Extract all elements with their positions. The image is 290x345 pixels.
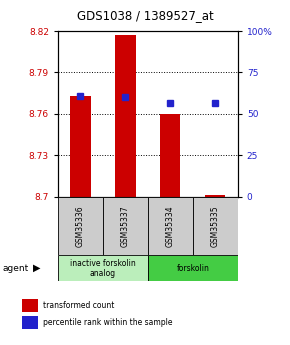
Bar	[103, 197, 148, 255]
Text: GDS1038 / 1389527_at: GDS1038 / 1389527_at	[77, 9, 213, 22]
Text: transformed count: transformed count	[43, 301, 115, 310]
Bar	[22, 299, 38, 312]
Text: GSM35336: GSM35336	[76, 205, 85, 247]
Text: GSM35335: GSM35335	[211, 205, 220, 247]
Text: GSM35334: GSM35334	[166, 205, 175, 247]
Bar	[115, 35, 135, 197]
Bar	[58, 255, 148, 281]
Text: agent: agent	[3, 264, 29, 273]
Bar	[193, 197, 238, 255]
Text: percentile rank within the sample: percentile rank within the sample	[43, 318, 173, 327]
Text: GSM35337: GSM35337	[121, 205, 130, 247]
Text: ▶: ▶	[33, 263, 41, 273]
Bar	[70, 96, 90, 197]
Bar	[22, 316, 38, 329]
Bar	[148, 255, 238, 281]
Text: forskolin: forskolin	[176, 264, 209, 273]
Bar	[205, 195, 225, 197]
Bar	[160, 114, 180, 197]
Bar	[58, 197, 103, 255]
Bar	[148, 197, 193, 255]
Text: inactive forskolin
analog: inactive forskolin analog	[70, 258, 136, 278]
